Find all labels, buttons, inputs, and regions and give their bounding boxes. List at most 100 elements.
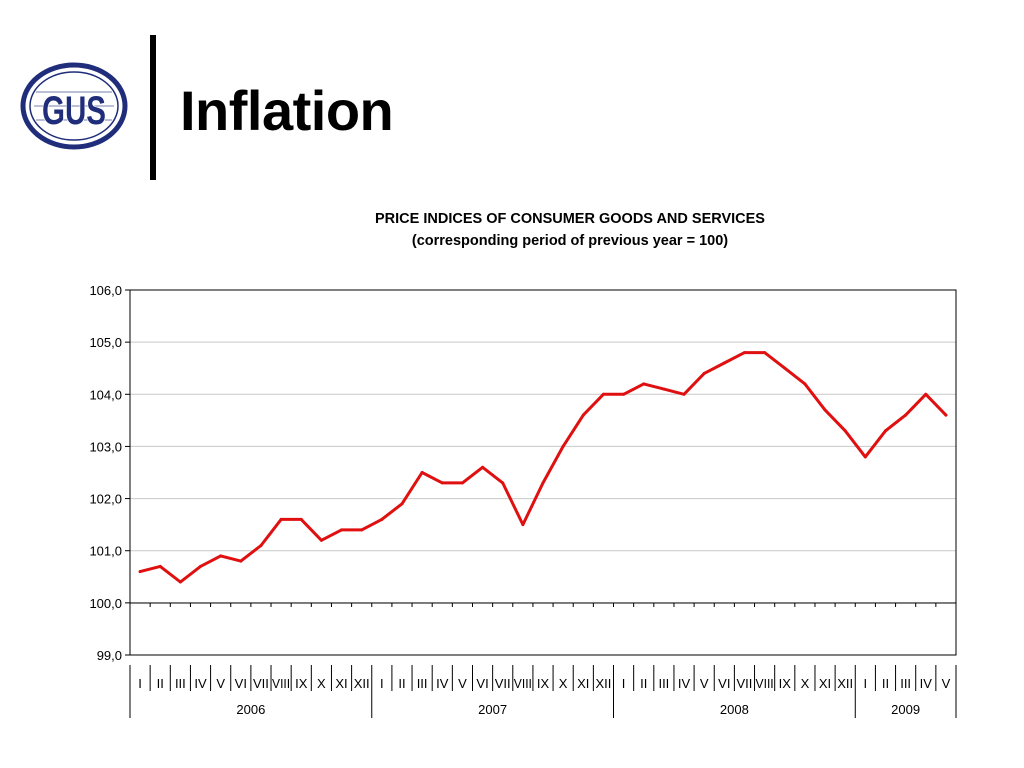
series-lines [138,351,948,584]
month-label: XI [819,676,831,691]
month-label: IX [537,676,550,691]
data-point [219,554,223,558]
month-label: VI [718,676,730,691]
month-label: X [801,676,810,691]
month-label: VIII [756,676,774,691]
data-point [400,502,404,506]
y-tick-label: 99,0 [97,648,122,663]
month-label: VII [495,676,511,691]
month-label: IX [779,676,792,691]
year-label: 2008 [720,702,749,717]
month-label: I [864,676,868,691]
month-label: V [700,676,709,691]
data-point [823,408,827,412]
month-label: II [398,676,405,691]
month-label: II [640,676,647,691]
month-label: XI [335,676,347,691]
month-label: III [900,676,911,691]
data-point [541,481,545,485]
data-point [239,559,243,563]
data-point [158,564,162,568]
month-label: V [458,676,467,691]
gus-logo: GUS [20,62,128,150]
data-point [642,382,646,386]
month-label: VI [476,676,488,691]
y-tick-label: 102,0 [89,492,122,507]
data-point [460,481,464,485]
month-label: III [658,676,669,691]
month-label: IV [436,676,449,691]
month-label: XI [577,676,589,691]
data-point [440,481,444,485]
y-axis-ticks: 99,0 100,0 101,0 102,0 103,0 104,0 105,0 106,0 [89,283,130,663]
y-tick-label: 103,0 [89,439,122,454]
data-point [279,517,283,521]
data-point [622,392,626,396]
month-label: V [942,676,951,691]
data-point [340,528,343,532]
data-point [722,361,726,365]
x-axis: I II III IV V VI VII VIII IX X XI XII I II III IV V VI VII… [129,602,957,718]
data-point [581,413,585,417]
month-label: I [380,676,384,691]
y-tick-label: 105,0 [89,335,122,350]
data-point [924,392,928,396]
month-label: IV [194,676,207,691]
data-point [501,481,505,485]
data-point [884,429,887,433]
month-label: IV [920,676,933,691]
data-point [743,351,746,355]
title-divider [150,35,156,180]
month-label: XII [837,676,853,691]
data-point [944,413,948,417]
month-label: X [559,676,568,691]
data-point [561,444,565,448]
y-tick-label: 101,0 [89,544,122,559]
y-tick-label: 104,0 [89,387,122,402]
month-label: VII [737,676,753,691]
chart-subtitle: (corresponding period of previous year =… [412,233,728,249]
chart-title: PRICE INDICES OF CONSUMER GOODS AND SERV… [375,211,765,227]
data-point [299,517,303,521]
data-point [521,523,525,527]
month-label: VIII [514,676,532,691]
data-point [702,371,706,375]
month-label: VII [253,676,269,691]
month-label: X [317,676,326,691]
data-point [360,528,364,532]
year-label: 2009 [891,702,920,717]
month-label: II [882,676,889,691]
data-point [904,413,908,417]
slide-title: Inflation [180,79,394,142]
month-label: VIII [272,676,290,691]
data-point [199,564,202,568]
month-label: I [138,676,142,691]
data-point [843,429,847,433]
data-point [763,351,767,355]
data-point [863,455,867,459]
month-label: III [417,676,428,691]
data-point [319,538,323,542]
data-point [138,570,142,574]
year-label: 2007 [478,702,507,717]
logo-text: GUS [42,89,106,133]
data-point [259,544,263,547]
series-line [138,351,948,584]
month-label: I [622,676,626,691]
year-label: 2006 [236,702,265,717]
month-label: IX [295,676,308,691]
y-tick-label: 106,0 [89,283,122,298]
data-point [601,392,605,396]
month-label: IV [678,676,691,691]
data-point [481,465,485,469]
data-point [783,366,787,370]
y-tick-label: 100,0 [89,596,122,611]
data-point [178,580,182,584]
month-label: II [157,676,164,691]
month-label: III [175,676,186,691]
data-point [682,392,686,396]
month-label: VI [235,676,247,691]
data-point [420,471,424,474]
gridlines [130,341,956,604]
